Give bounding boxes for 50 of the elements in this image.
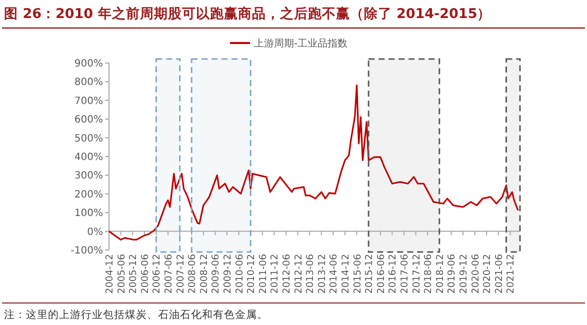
x-tick-label: 2017-06: [399, 254, 410, 294]
x-tick-label: 2019-12: [458, 254, 470, 294]
x-tick-label: 2010-06: [234, 254, 246, 294]
x-tick-label: 2016-06: [376, 254, 387, 294]
x-tick-label: 2008-12: [198, 254, 210, 294]
x-tick-label: 2013-12: [316, 254, 328, 294]
x-tick-label: 2012-12: [293, 254, 304, 294]
x-tick-label: 2007-06: [163, 254, 174, 294]
x-tick-label: 2012-06: [281, 254, 292, 294]
y-tick-label: 400%: [74, 152, 103, 163]
x-tick-label: 2016-12: [388, 254, 399, 294]
x-tick-label: 2005-12: [128, 254, 140, 294]
y-tick-label: 100%: [74, 208, 103, 220]
x-tick-label: 2017-12: [411, 254, 422, 294]
x-tick-label: 2014-12: [340, 254, 352, 294]
x-tick-label: 2011-12: [270, 254, 281, 294]
x-tick-label: 2020-06: [470, 254, 482, 294]
x-tick-label: 2018-06: [423, 254, 434, 294]
y-tick-label: 0%: [87, 226, 103, 238]
x-tick-label: 2009-12: [222, 254, 234, 294]
y-tick-label: 300%: [74, 170, 103, 182]
line-series: [108, 84, 519, 241]
x-tick-label: 2014-06: [328, 254, 340, 294]
y-tick-label: -100%: [70, 246, 103, 256]
x-tick-label: 2008-06: [187, 254, 198, 294]
x-tick-label: 2005-06: [116, 254, 128, 294]
x-tick-label: 2006-06: [140, 254, 151, 294]
y-tick-label: 200%: [74, 189, 103, 200]
y-tick-label: 500%: [74, 133, 103, 144]
x-tick-label: 2015-12: [364, 254, 376, 294]
x-tick-label: 2021-06: [494, 254, 505, 294]
x-tick-label: 2020-12: [482, 254, 494, 294]
y-tick-label: 800%: [74, 77, 103, 88]
chart-title: 图 26：2010 年之前周期股可以跑赢商品，之后跑不赢（除了 2014-2015）: [4, 5, 492, 22]
y-tick-label: 900%: [74, 58, 103, 70]
x-tick-label: 2021-12: [506, 254, 517, 294]
text: 注：这里的上游行业包括煤炭、石油石化和有色金属。: [4, 308, 268, 321]
y-tick-label: 700%: [74, 96, 103, 107]
x-tick-label: 2010-12: [246, 254, 258, 294]
legend-label: 上游周期-工业品指数: [254, 38, 348, 50]
x-tick-label: 2007-12: [175, 254, 186, 294]
x-tick-label: 2011-06: [258, 254, 269, 294]
x-tick-label: 2004-12: [104, 254, 116, 294]
y-tick-label: 600%: [74, 114, 103, 126]
x-tick-label: 2006-12: [152, 254, 163, 294]
x-tick-label: 2009-06: [210, 254, 222, 294]
x-tick-label: 2013-06: [305, 254, 316, 294]
x-tick-label: 2018-12: [434, 254, 446, 294]
x-tick-label: 2019-06: [446, 254, 458, 294]
x-tick-label: 2015-06: [352, 254, 364, 294]
